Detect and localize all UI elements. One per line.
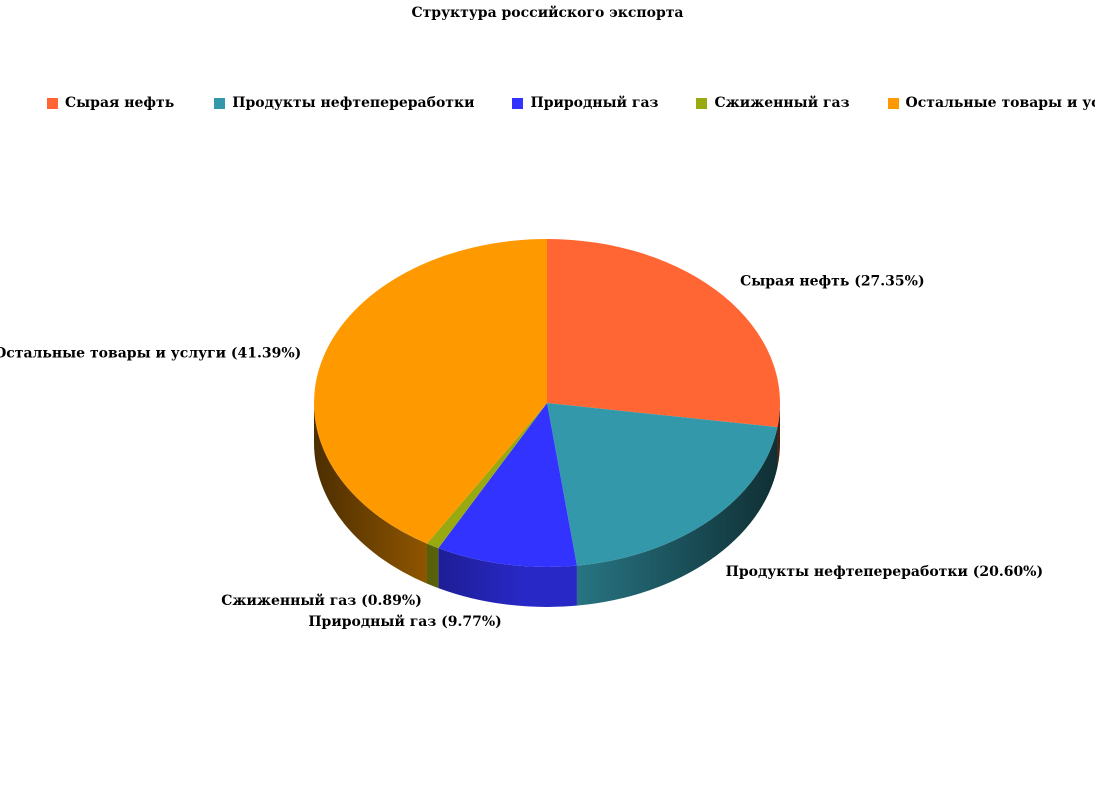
- legend-item: Сжиженный газ: [696, 95, 850, 111]
- pie-slice: [313, 238, 547, 544]
- legend-swatch: [512, 97, 524, 109]
- pie-slice-side: [438, 548, 577, 607]
- legend-label: Продукты нефтепереработки: [232, 95, 475, 111]
- pie-slice-side: [576, 427, 778, 606]
- pie-data-label: Продукты нефтепереработки (20.60%): [726, 564, 1044, 580]
- legend-label: Природный газ: [530, 95, 659, 111]
- pie-sides: [314, 403, 780, 607]
- pie-slice-side: [427, 543, 439, 589]
- legend-item: Сырая нефть: [47, 95, 174, 111]
- legend-swatch: [696, 97, 708, 109]
- legend-swatch: [214, 97, 226, 109]
- pie-slice: [438, 403, 577, 567]
- pie-labels: Сырая нефть (27.35%) Продукты нефтеперера…: [0, 274, 1043, 631]
- pie-slice: [547, 403, 778, 566]
- legend-swatch: [887, 97, 899, 109]
- legend-label: Сжиженный газ: [714, 95, 850, 111]
- legend-label: Сырая нефть: [65, 95, 175, 111]
- pie-data-label: Природный газ (9.77%): [308, 613, 502, 630]
- pie-tops: [313, 238, 780, 567]
- legend-item: Продукты нефтепереработки: [214, 95, 474, 111]
- pie-slice-side: [777, 403, 780, 468]
- pie-data-label: Сырая нефть (27.35%): [740, 274, 924, 290]
- legend-swatch: [47, 97, 58, 109]
- pie-slice: [427, 403, 547, 549]
- pie-data-label: Остальные товары и услуги (41.39%): [0, 345, 301, 361]
- pie-data-label: Сжиженный газ (0.89%): [221, 592, 422, 609]
- pie-slice: [547, 239, 780, 428]
- legend: Сырая нефть Продукты нефтепереработки Прир…: [47, 94, 1095, 112]
- legend-label: Остальные товары и услуги: [905, 95, 1095, 111]
- legend-item: Остальные товары и услуги: [887, 95, 1095, 111]
- legend-item: Природный газ: [512, 95, 658, 111]
- chart-title: Структура российского экспорта: [411, 5, 684, 21]
- pie-slice-side: [314, 403, 428, 584]
